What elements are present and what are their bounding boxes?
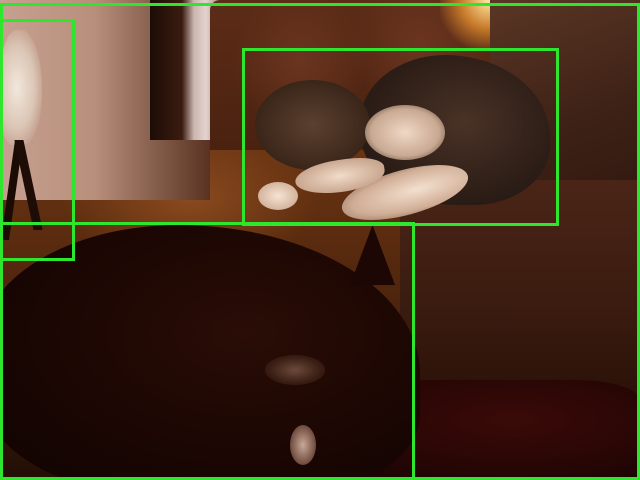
black-cat-white-paw bbox=[290, 425, 316, 465]
tabby-cat-chest bbox=[365, 105, 445, 160]
couch-seat bbox=[400, 180, 640, 400]
detection-box-tabby-cat bbox=[242, 48, 559, 226]
tabby-cat-paw bbox=[258, 182, 298, 210]
tabby-cat-head bbox=[255, 80, 370, 170]
detection-box-black-cat bbox=[0, 222, 415, 480]
black-cat-white-patch bbox=[265, 355, 325, 385]
detection-box-left bbox=[0, 19, 75, 261]
white-cloth bbox=[0, 30, 42, 145]
